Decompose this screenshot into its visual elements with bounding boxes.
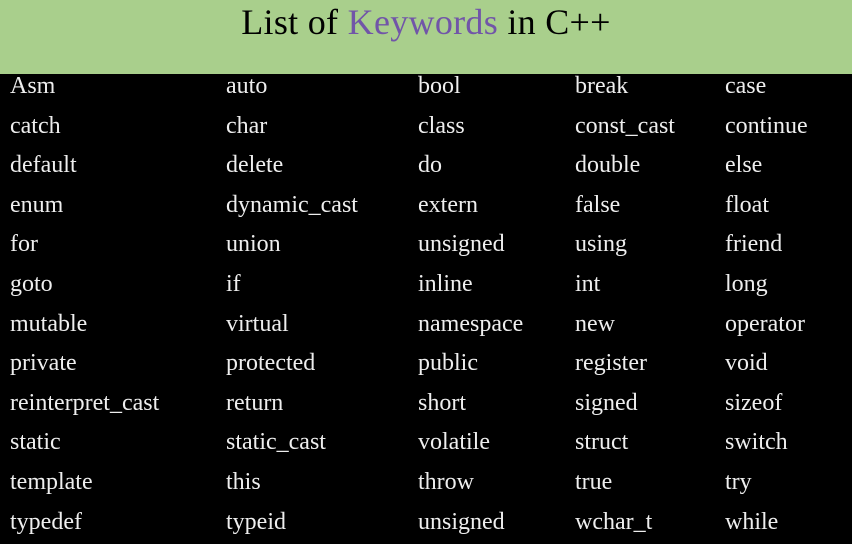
keyword-cell: catch [10,112,61,139]
keyword-cell: virtual [226,310,289,337]
keyword-cell: dynamic_cast [226,191,358,218]
keyword-cell: public [418,350,478,377]
keyword-table: Asm auto bool break case catch char class const_… [0,66,852,544]
keyword-cell: enum [10,191,64,218]
keyword-cell: goto [10,271,53,297]
keyword-cell: sizeof [725,389,783,416]
keyword-cell: continue [725,112,808,139]
keyword-cell: signed [575,389,638,416]
keyword-cell: extern [418,191,478,218]
keyword-cell: new [575,310,615,337]
keyword-cell: bool [418,73,461,99]
keyword-cell: do [418,152,442,179]
keyword-cell: void [725,350,768,377]
keyword-cell: Asm [10,73,56,99]
keyword-cell: struct [575,429,629,456]
keyword-cell: double [575,152,641,179]
keyword-cell: auto [226,73,268,99]
keyword-cell: switch [725,429,788,456]
keyword-cell: true [575,469,613,495]
keyword-cell: for [10,231,38,258]
keyword-cell: else [725,152,763,179]
keyword-cell: char [226,112,268,139]
keyword-cell: float [725,191,769,218]
keyword-cell: class [418,112,465,139]
keyword-cell: unsigned [418,231,505,258]
keyword-cell: throw [418,469,474,495]
keyword-cell: this [226,469,261,495]
keyword-cell: while [725,508,779,535]
keyword-cell: template [10,469,93,495]
keyword-cell: static [10,429,61,456]
keyword-cell: volatile [418,429,490,456]
keyword-cell: protected [226,350,316,377]
keyword-cell: false [575,191,621,218]
keyword-cell: friend [725,231,783,258]
page-title: List of Keywords in C++ [0,2,852,42]
keyword-cell: union [226,231,281,258]
keyword-cell: operator [725,310,805,337]
title-prefix: List of [241,2,348,42]
title-accent: Keywords [347,2,499,42]
keyword-cell: register [575,350,647,377]
keyword-cell: int [575,271,601,297]
keyword-cell: return [226,389,284,416]
keyword-cell: case [725,73,767,99]
keyword-cell: using [575,231,628,258]
title-bar: List of Keywords in C++ [0,0,852,74]
keyword-cell: delete [226,152,284,179]
keyword-cell: long [725,271,768,297]
keyword-cell: static_cast [226,429,326,456]
keyword-cell: default [10,152,77,179]
keyword-cell: mutable [10,310,88,337]
keyword-cell: const_cast [575,112,675,139]
keyword-cell: unsigned [418,508,505,535]
keyword-cell: break [575,73,629,99]
keyword-cell: namespace [418,310,524,337]
keyword-cell: typeid [226,508,286,535]
keyword-cell: typedef [10,508,82,535]
keyword-cell: short [418,389,466,416]
keyword-cell: wchar_t [575,508,653,535]
keyword-cell: reinterpret_cast [10,389,160,416]
keyword-cell: if [226,271,241,297]
keyword-cell: private [10,350,77,377]
keyword-cell: inline [418,271,473,297]
title-suffix: in C++ [498,2,611,42]
keyword-cell: try [725,469,752,495]
